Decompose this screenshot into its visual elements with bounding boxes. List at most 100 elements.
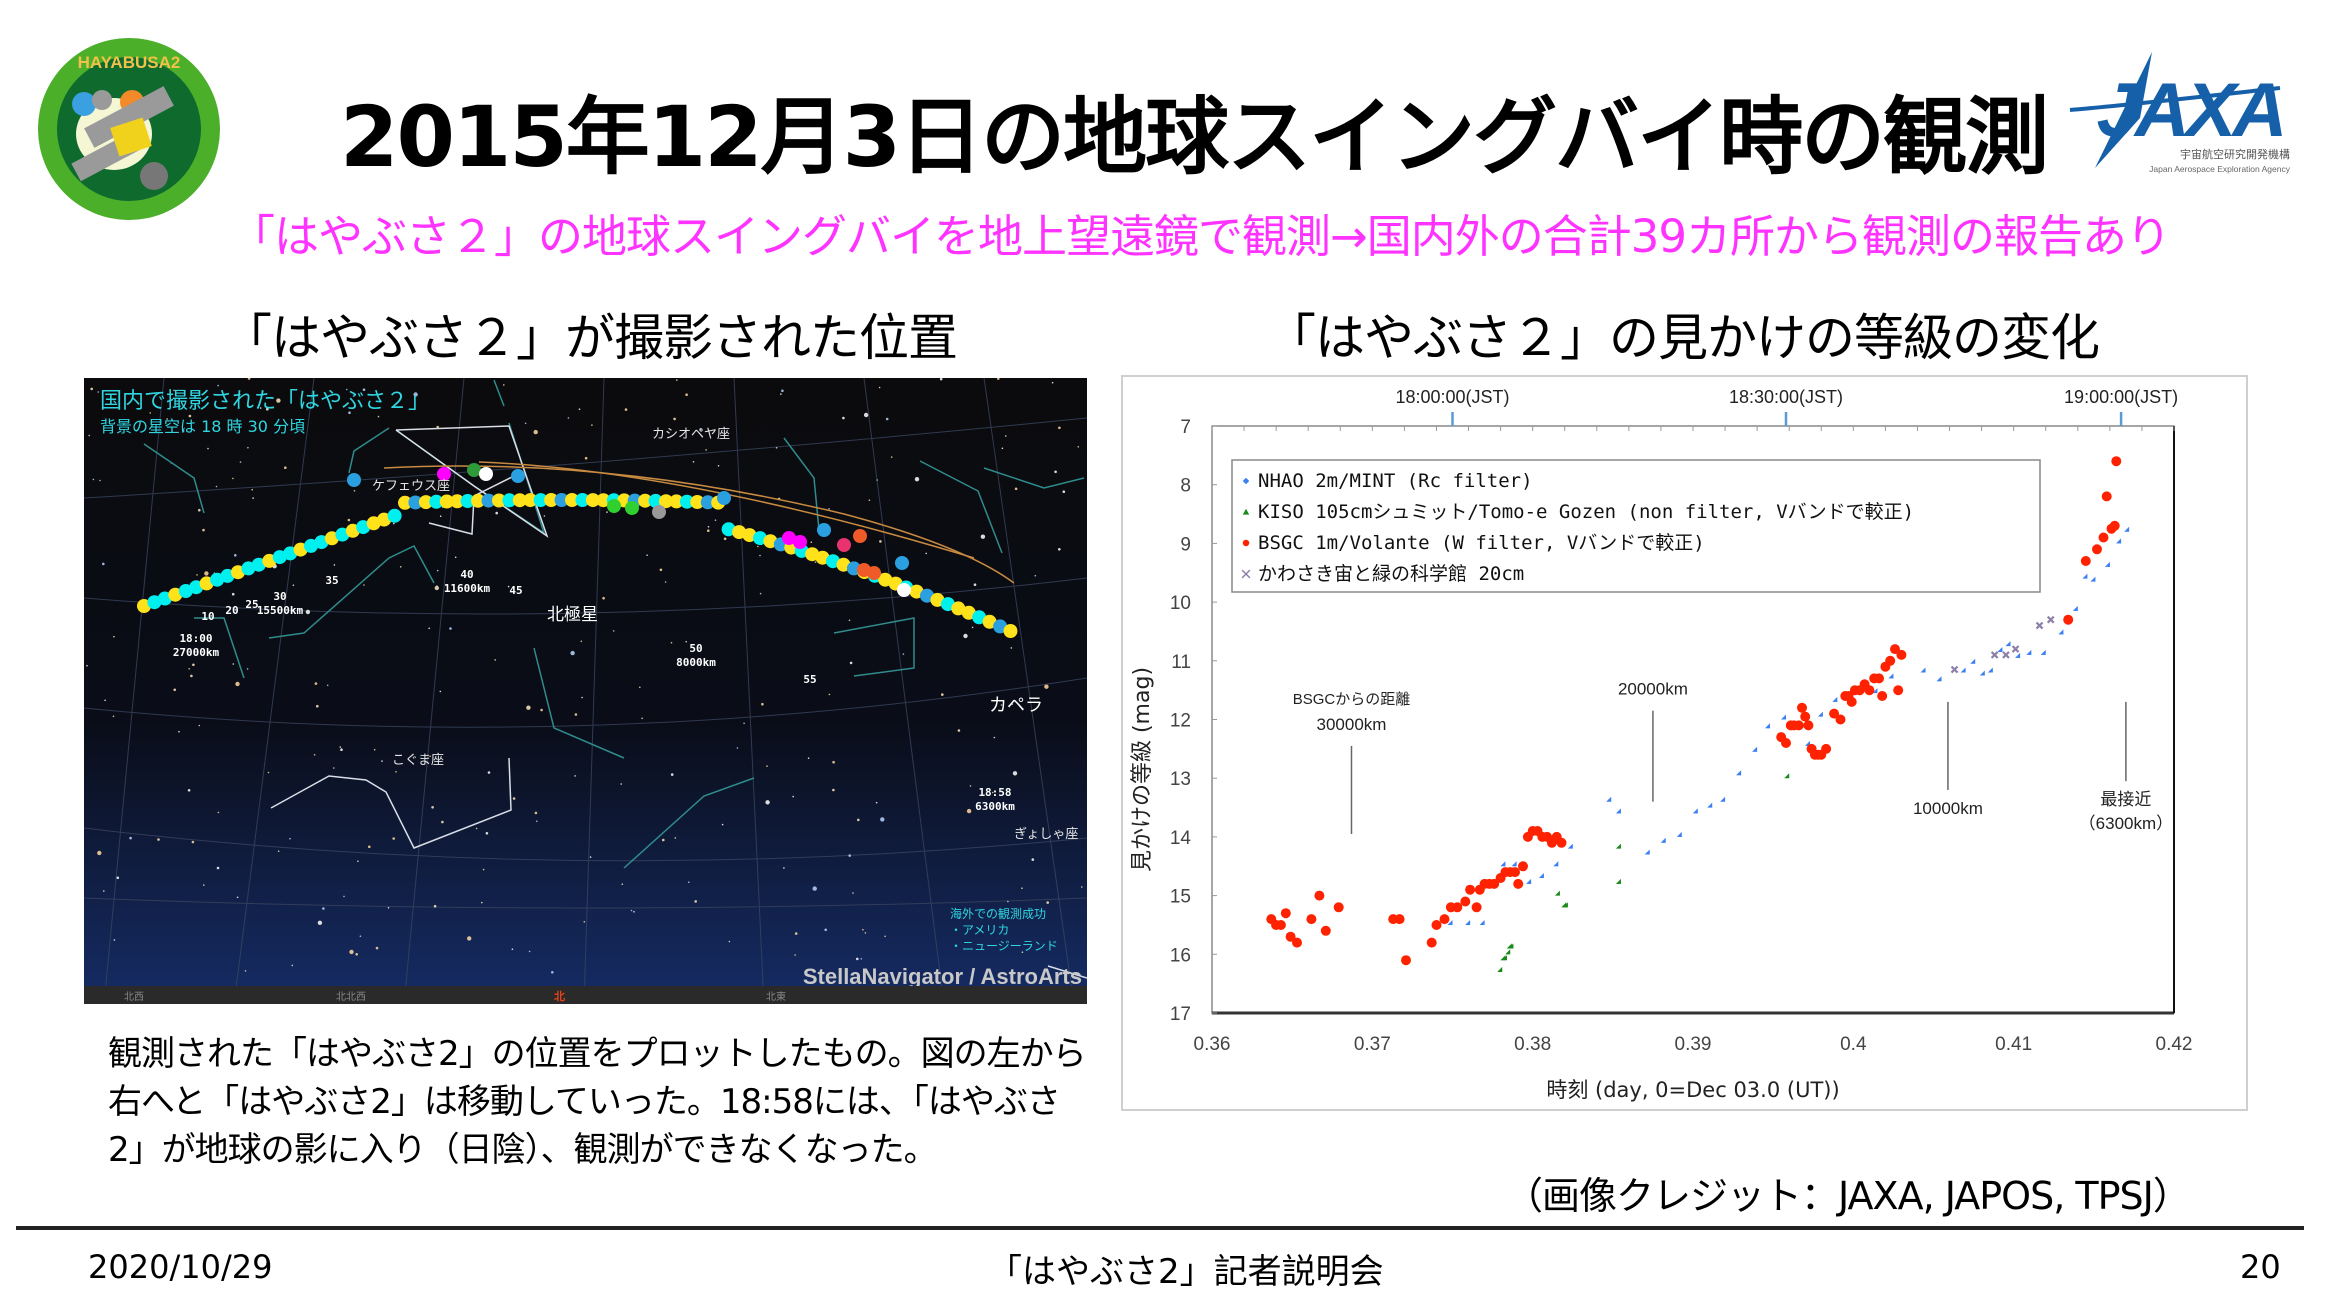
track-distance-label: 11600km [444, 582, 491, 595]
star [494, 659, 497, 661]
data-point [1320, 925, 1331, 936]
star [824, 928, 827, 932]
data-point [1500, 861, 1506, 867]
star [1005, 435, 1007, 437]
star [526, 705, 531, 710]
star [454, 556, 457, 559]
data-point [1333, 902, 1344, 913]
star [113, 635, 115, 638]
track-label: 30 [273, 590, 286, 603]
track-label: 45 [509, 584, 522, 597]
star [116, 876, 120, 880]
star [88, 434, 90, 437]
star [925, 552, 927, 555]
y-axis-title: 見かけの等級 (mag) [1130, 667, 1155, 872]
star [346, 388, 348, 391]
data-point [1447, 920, 1453, 926]
data-point [1997, 647, 2003, 653]
observation-dot [817, 523, 831, 537]
y-tick-label: 11 [1171, 652, 1191, 673]
series-2 [1266, 456, 2122, 966]
star [436, 425, 440, 429]
observation-dot [439, 494, 454, 509]
x-tick-label: 0.38 [1514, 1034, 1551, 1055]
star [957, 729, 961, 732]
jaxa-logo-en: Japan Aerospace Exploration Agency [2149, 164, 2291, 174]
star [589, 856, 592, 858]
star [291, 964, 294, 967]
star [353, 490, 356, 492]
star [188, 668, 190, 670]
star [190, 674, 193, 678]
data-point [2092, 544, 2102, 555]
star [266, 407, 269, 411]
star [289, 837, 291, 840]
star [359, 935, 362, 937]
star [234, 554, 237, 557]
observation-dot [324, 531, 339, 546]
track-distance-label: 6300km [975, 800, 1015, 813]
star [439, 515, 442, 517]
direction-ne: 北東 [766, 990, 786, 1003]
star [852, 892, 854, 894]
star [235, 681, 240, 687]
observation-dot [982, 614, 997, 629]
footer-date: 2020/10/29 [88, 1248, 273, 1286]
annotation-label: 30000km [1317, 715, 1387, 734]
star [570, 650, 575, 656]
star [534, 811, 538, 815]
star [966, 808, 972, 814]
track-label: 40 [460, 568, 473, 581]
star [1081, 886, 1083, 888]
data-point [1479, 920, 1485, 926]
data-point [1553, 861, 1559, 867]
data-point [1465, 920, 1471, 926]
star [766, 765, 768, 767]
star [997, 377, 1000, 380]
track-label: 25 [245, 598, 258, 611]
star [1021, 951, 1024, 953]
star [284, 466, 287, 469]
observation-dot [511, 469, 525, 483]
observation-dot [220, 568, 235, 583]
data-point [2072, 605, 2078, 611]
star [714, 519, 717, 521]
observation-dot [437, 467, 451, 481]
left-section-title: 「はやぶさ２」が撮影された位置 [222, 309, 958, 367]
data-point [2104, 561, 2110, 567]
observation-dot [652, 505, 666, 519]
overseas-item-usa: ・アメリカ [950, 923, 1009, 937]
star [368, 845, 371, 849]
star [812, 886, 817, 891]
star [103, 890, 105, 892]
observation-dot [690, 495, 705, 509]
data-point [1805, 740, 1811, 746]
jaxa-logo-jp: 宇宙航空研究開発機構 [2180, 147, 2290, 161]
star [1012, 771, 1018, 776]
star [322, 907, 325, 910]
data-point [2040, 649, 2046, 655]
star [659, 568, 663, 572]
star [375, 946, 379, 950]
observation-dot [659, 494, 673, 509]
y-tick-label: 12 [1170, 711, 1191, 732]
data-point [1502, 955, 1508, 961]
observation-dot [387, 508, 402, 523]
star [247, 377, 251, 380]
star [157, 838, 160, 841]
track-label: 18:00 [179, 632, 212, 645]
star [333, 767, 335, 769]
star [876, 479, 878, 481]
star [794, 954, 796, 956]
data-point [1896, 649, 1907, 660]
star [543, 515, 546, 517]
data-point [1765, 723, 1771, 729]
star [630, 909, 633, 912]
data-point [1888, 673, 1894, 679]
star [246, 668, 249, 670]
data-point [1508, 943, 1514, 949]
observation-dot [742, 528, 757, 543]
data-point [1465, 884, 1476, 895]
star [973, 583, 977, 586]
map-subheading: 背景の星空は 18 時 30 分頃 [100, 417, 305, 436]
